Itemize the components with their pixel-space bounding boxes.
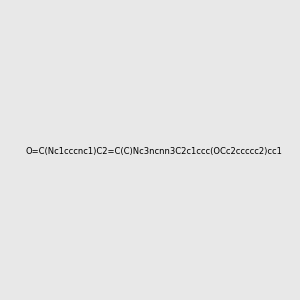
Text: O=C(Nc1cccnc1)C2=C(C)Nc3ncnn3C2c1ccc(OCc2ccccc2)cc1: O=C(Nc1cccnc1)C2=C(C)Nc3ncnn3C2c1ccc(OCc…	[25, 147, 282, 156]
